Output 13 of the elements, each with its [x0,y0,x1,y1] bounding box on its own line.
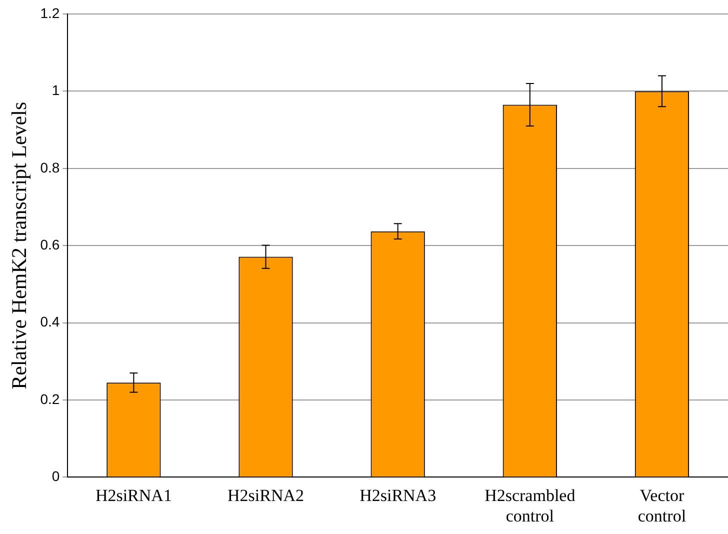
x-tick-label: H2scrambled control [484,486,576,526]
y-tick-label: 1 [52,82,60,98]
x-tick-label: Vector control [638,486,686,526]
y-tick-label: 0.2 [40,390,60,407]
y-tick-label: 1.2 [40,4,60,21]
y-tick-label: 0.4 [40,314,60,330]
y-tick-label: 0.8 [40,159,60,176]
y-tick-label: 0.6 [40,236,60,252]
x-tick-label: H2siRNA1 [95,486,172,505]
x-tick-label: H2siRNA2 [228,486,304,505]
x-tick-label: H2siRNA3 [360,486,436,505]
y-tick-label: 0 [52,468,60,484]
y-axis-title: Relative HemK2 transcript Levels [7,102,32,390]
